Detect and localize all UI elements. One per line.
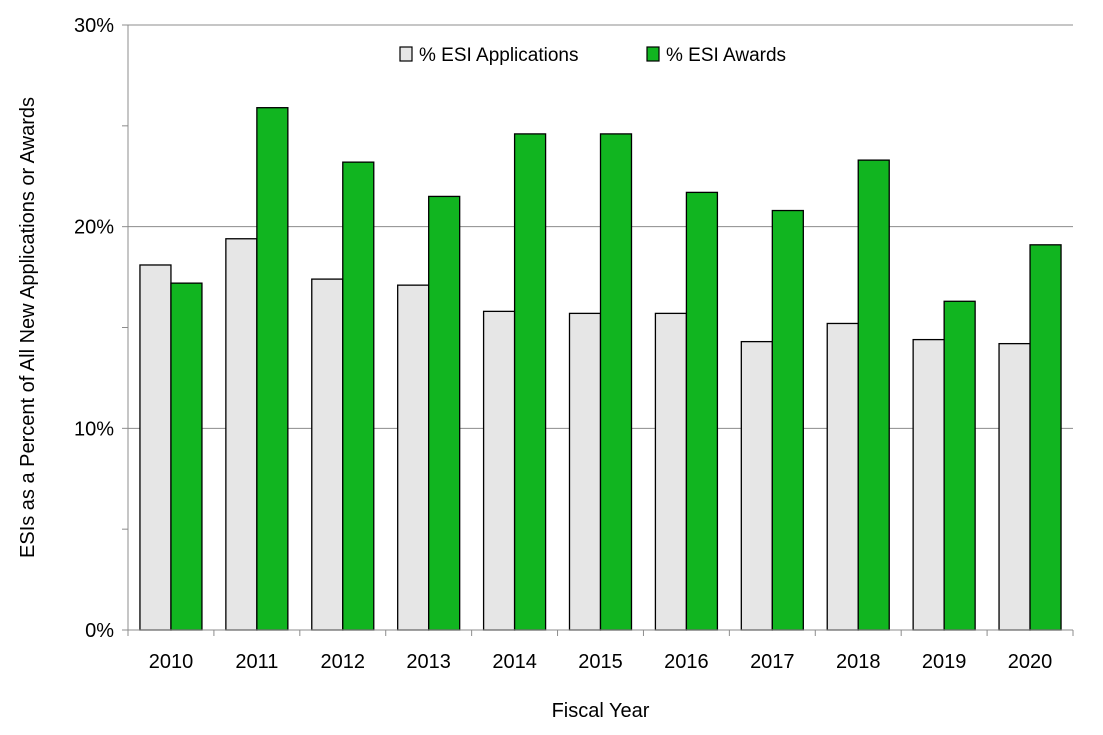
x-tick-label: 2020 xyxy=(1008,651,1053,673)
legend-swatch xyxy=(399,46,413,62)
legend-label: % ESI Awards xyxy=(666,45,786,66)
bar-applications-2010 xyxy=(139,264,172,631)
bar-applications-2018 xyxy=(826,322,859,631)
bar-awards-2010 xyxy=(170,282,203,631)
y-tick-label: 10% xyxy=(74,418,114,440)
x-tick-labels: 2010 2011 2012 2013 2014 2015 2016 2017 2018 2019… xyxy=(149,651,1053,673)
bar-applications-2015 xyxy=(568,312,602,631)
y-axis-title: ESIs as a Percent of All New Application… xyxy=(17,97,39,558)
bar-awards-2020 xyxy=(1029,244,1062,631)
bar-awards-2014 xyxy=(513,133,547,631)
bar-applications-2020 xyxy=(998,342,1031,631)
bar-awards-2016 xyxy=(685,191,719,631)
y-tick-label: 30% xyxy=(74,15,114,37)
bar-applications-2013 xyxy=(397,284,430,631)
x-tick-label: 2014 xyxy=(492,651,537,673)
x-tick-label: 2015 xyxy=(578,651,623,673)
bar-applications-2019 xyxy=(912,338,945,631)
legend: % ESI Applications % ESI Awards xyxy=(399,45,786,66)
bar-awards-2013 xyxy=(428,195,461,631)
legend-swatch xyxy=(646,46,660,62)
axes xyxy=(122,24,1074,636)
bar-awards-2019 xyxy=(943,300,976,631)
bar-applications-2012 xyxy=(311,278,344,631)
y-tick-labels: 0% 10% 20% 30% xyxy=(74,15,114,642)
bar-applications-2011 xyxy=(225,238,258,631)
bars xyxy=(139,107,1062,631)
x-tick-label: 2010 xyxy=(149,651,194,673)
x-tick-label: 2019 xyxy=(922,651,967,673)
bar-applications-2016 xyxy=(654,312,688,631)
y-tick-label: 0% xyxy=(85,620,114,642)
x-tick-label: 2016 xyxy=(664,651,709,673)
bar-awards-2015 xyxy=(599,133,633,631)
x-tick-label: 2018 xyxy=(836,651,881,673)
bar-awards-2018 xyxy=(857,159,890,631)
bar-awards-2012 xyxy=(342,161,375,631)
y-tick-label: 20% xyxy=(74,217,114,239)
x-tick-label: 2011 xyxy=(235,651,278,673)
x-tick-label: 2012 xyxy=(321,651,366,673)
x-axis-title: Fiscal Year xyxy=(552,700,650,722)
bar-awards-2011 xyxy=(256,107,289,631)
bar-awards-2017 xyxy=(771,209,804,631)
x-tick-label: 2013 xyxy=(406,651,451,673)
legend-label: % ESI Applications xyxy=(419,45,578,66)
x-tick-label: 2017 xyxy=(750,651,795,673)
bar-applications-2014 xyxy=(482,310,516,631)
bar-applications-2017 xyxy=(740,340,773,631)
